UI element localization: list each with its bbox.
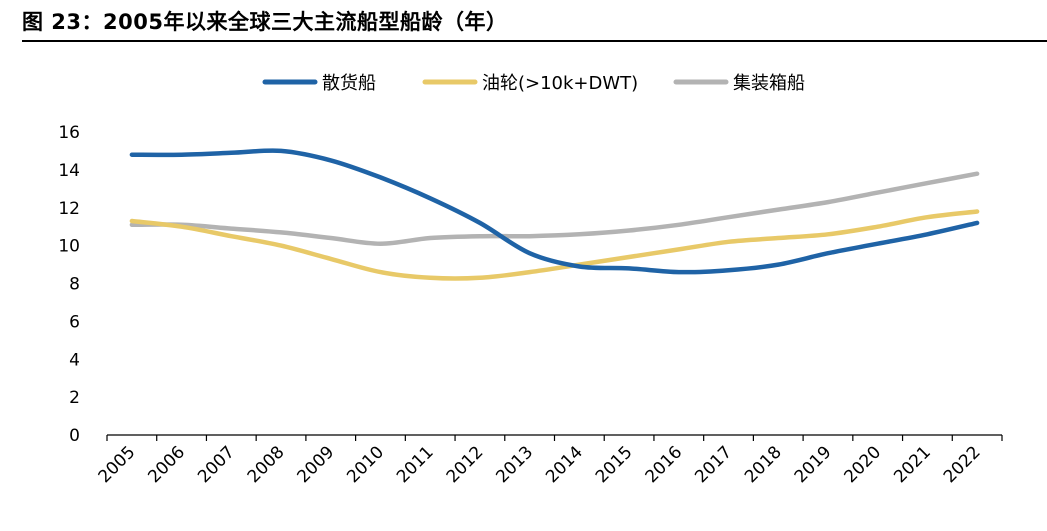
- y-tick-label: 12: [58, 199, 80, 219]
- series-line-0: [129, 148, 980, 275]
- legend: 散货船 油轮(>10k+DWT) 集装箱船: [262, 73, 805, 94]
- axes: 2005 2006 2007 2008 2009 2010 2011 2012 2013 2014…: [58, 123, 1003, 487]
- legend-label: 油轮(>10k+DWT): [482, 73, 638, 94]
- legend-label: 散货船: [322, 73, 376, 94]
- x-tick-label: 2017: [691, 442, 736, 487]
- series-line-1: [129, 209, 980, 281]
- x-tick-label: 2022: [940, 442, 985, 487]
- y-tick-label: 0: [69, 426, 80, 446]
- x-tick-label: 2020: [840, 442, 885, 487]
- y-tick-label: 4: [69, 350, 80, 370]
- x-tick-label: 2010: [343, 442, 388, 487]
- x-tick-label: 2016: [642, 442, 687, 487]
- y-tick-label: 16: [58, 123, 80, 143]
- x-tick-label: 2021: [890, 442, 935, 487]
- x-tick-label: 2009: [294, 442, 339, 487]
- y-tick-label: 8: [69, 275, 80, 295]
- x-tick-label: 2014: [542, 442, 587, 487]
- x-tick-label: 2011: [393, 442, 438, 487]
- y-tick-label: 14: [58, 161, 80, 181]
- x-tick-label: 2008: [244, 442, 289, 487]
- x-tick-label: 2006: [144, 442, 189, 487]
- x-tick-label: 2015: [592, 442, 637, 487]
- x-tick-label: 2018: [741, 442, 786, 487]
- x-tick-label: 2013: [492, 442, 537, 487]
- legend-label: 集装箱船: [733, 73, 805, 94]
- x-tick-label: 2007: [194, 442, 239, 487]
- title-divider: [22, 40, 1047, 42]
- x-tick-label: 2012: [443, 442, 488, 487]
- chart-title: 图 23：2005年以来全球三大主流船型船龄（年）: [22, 10, 508, 34]
- x-tick-label: 2019: [791, 442, 836, 487]
- y-tick-label: 6: [69, 312, 80, 332]
- y-tick-label: 10: [58, 237, 80, 257]
- series-lines: [129, 148, 980, 281]
- x-tick-label: 2005: [95, 442, 140, 487]
- series-line-2: [129, 171, 980, 246]
- y-tick-label: 2: [69, 388, 80, 408]
